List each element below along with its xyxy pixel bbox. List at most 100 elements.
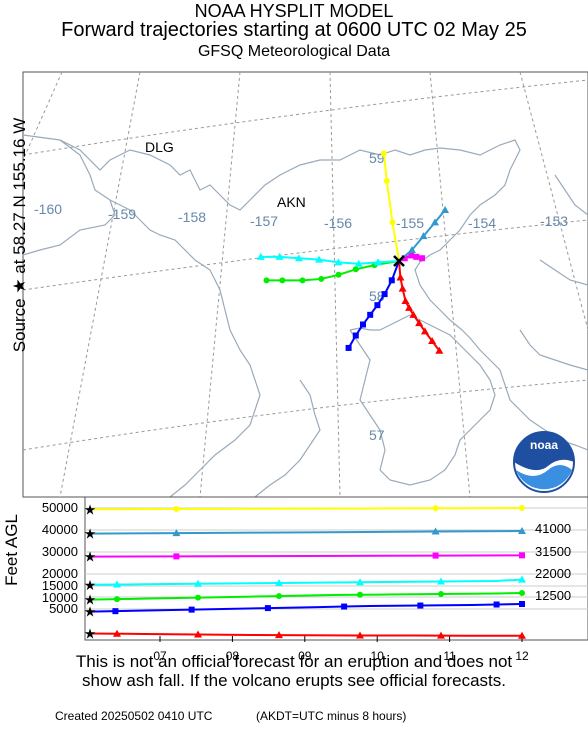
trajectory-point [360, 321, 366, 328]
height-point [518, 527, 526, 535]
trajectory-tracks [256, 150, 450, 354]
x-tick-label: 08 [226, 649, 240, 663]
y-tick-label: 40000 [42, 522, 78, 537]
height-point [356, 578, 364, 586]
height-point [276, 593, 282, 600]
trajectory-point [367, 311, 374, 318]
trajectory-point [409, 310, 418, 318]
height-profile-10000 [89, 603, 523, 613]
height-axis-label: Feet AGL [2, 514, 21, 586]
x-tick-label: 09 [298, 649, 312, 663]
source-location-label: Source ★ at 58.27 N 155.16 W [10, 117, 29, 353]
chart-title: NOAA HYSPLIT MODEL [194, 1, 394, 21]
trajectory-point [388, 277, 395, 284]
y-tick-label: 50000 [42, 500, 78, 515]
height-point [417, 602, 424, 609]
height-point [438, 591, 444, 598]
trajectory-point [396, 273, 405, 281]
trajectory-point [405, 303, 414, 311]
source-star-icon: ★ [84, 549, 97, 565]
x-tick-label: 07 [153, 649, 167, 663]
height-point [493, 601, 500, 608]
created-timestamp: Created 20250502 0410 UTC [55, 709, 213, 723]
y-tick-label-right: 41000 [535, 521, 571, 536]
height-point [275, 579, 283, 587]
trajectory-point [279, 277, 286, 284]
map-frame [22, 71, 588, 498]
trajectory-point [398, 284, 407, 292]
place-label-dlg: DLG [145, 139, 174, 155]
height-point [113, 580, 121, 588]
trajectory-point [263, 277, 270, 284]
trajectory-point [380, 150, 387, 157]
trajectory-track-15000 [266, 260, 400, 282]
height-point [275, 631, 283, 639]
trajectory-point [345, 344, 352, 351]
trajectory-point [401, 255, 408, 262]
trajectory-point [315, 255, 324, 263]
source-star-icon [393, 255, 405, 267]
trajectory-point [435, 346, 444, 354]
height-point [114, 596, 120, 603]
height-point [437, 577, 445, 585]
trajectory-point [374, 258, 383, 266]
trajectory-point [294, 254, 303, 262]
x-tick-label: 12 [515, 649, 529, 663]
trajectory-point [408, 252, 415, 259]
trajectory-point [419, 255, 426, 262]
y-tick-label: 20000 [42, 566, 78, 581]
trajectory-point [354, 259, 363, 267]
source-star-icon: ★ [84, 526, 97, 542]
lon-label: -155 [396, 215, 424, 231]
disclaimer-line-1: This is not an official forecast for an … [75, 652, 513, 671]
height-point [518, 631, 526, 639]
lon-label: -156 [324, 215, 352, 231]
lat-label: 57 [369, 427, 385, 443]
y-tick-label: 5000 [49, 601, 78, 616]
height-point [194, 630, 202, 638]
height-point [113, 629, 121, 637]
source-star-icon: ★ [84, 501, 97, 517]
height-gridlines [85, 507, 588, 610]
lon-label: -153 [540, 213, 568, 229]
disclaimer-line-2: show ash fall. If the volcano erupts see… [82, 671, 506, 690]
trajectory-point [413, 253, 420, 260]
trajectory-point [383, 177, 390, 184]
height-profile-30000 [89, 554, 523, 558]
height-profiles: ★★★★★★★ [84, 501, 526, 641]
height-point [172, 529, 181, 537]
height-point [341, 603, 348, 610]
trajectory-track-1000 [398, 260, 441, 352]
height-point [188, 606, 195, 613]
disclaimer-notice: This is not an official forecast for an … [0, 652, 588, 690]
y-tick-label: 30000 [42, 544, 78, 559]
height-point [173, 506, 180, 513]
height-profile-20000 [89, 578, 523, 586]
height-profile-50000 [89, 507, 523, 511]
height-profile-40000 [89, 530, 523, 535]
trajectory-point [381, 291, 388, 298]
source-star-icon: ★ [84, 592, 97, 608]
trajectory-point [318, 275, 325, 282]
trajectory-point [420, 327, 429, 335]
height-panel-frame [84, 496, 588, 641]
trajectory-point [441, 205, 450, 213]
longitude-labels: -160 -159 -158 -157 -156 -155 -154 -153 [34, 201, 568, 231]
trajectory-point [419, 232, 428, 240]
trajectory-point [352, 266, 359, 273]
height-point [437, 631, 445, 639]
x-tick-label: 11 [443, 649, 456, 663]
trajectory-point [407, 245, 416, 253]
height-point [357, 591, 363, 598]
height-point [518, 575, 526, 583]
trajectory-track-50000 [382, 153, 400, 262]
y-tick-label-right: 12500 [535, 588, 571, 603]
source-star-icon: ★ [84, 577, 97, 593]
y-tick-labels-right: 41000 31500 22000 12500 [535, 521, 571, 603]
trajectory-point [335, 271, 342, 278]
height-point [356, 631, 364, 639]
trajectory-point [374, 302, 381, 309]
height-point [173, 553, 180, 560]
lat-label: 59 [369, 150, 385, 166]
